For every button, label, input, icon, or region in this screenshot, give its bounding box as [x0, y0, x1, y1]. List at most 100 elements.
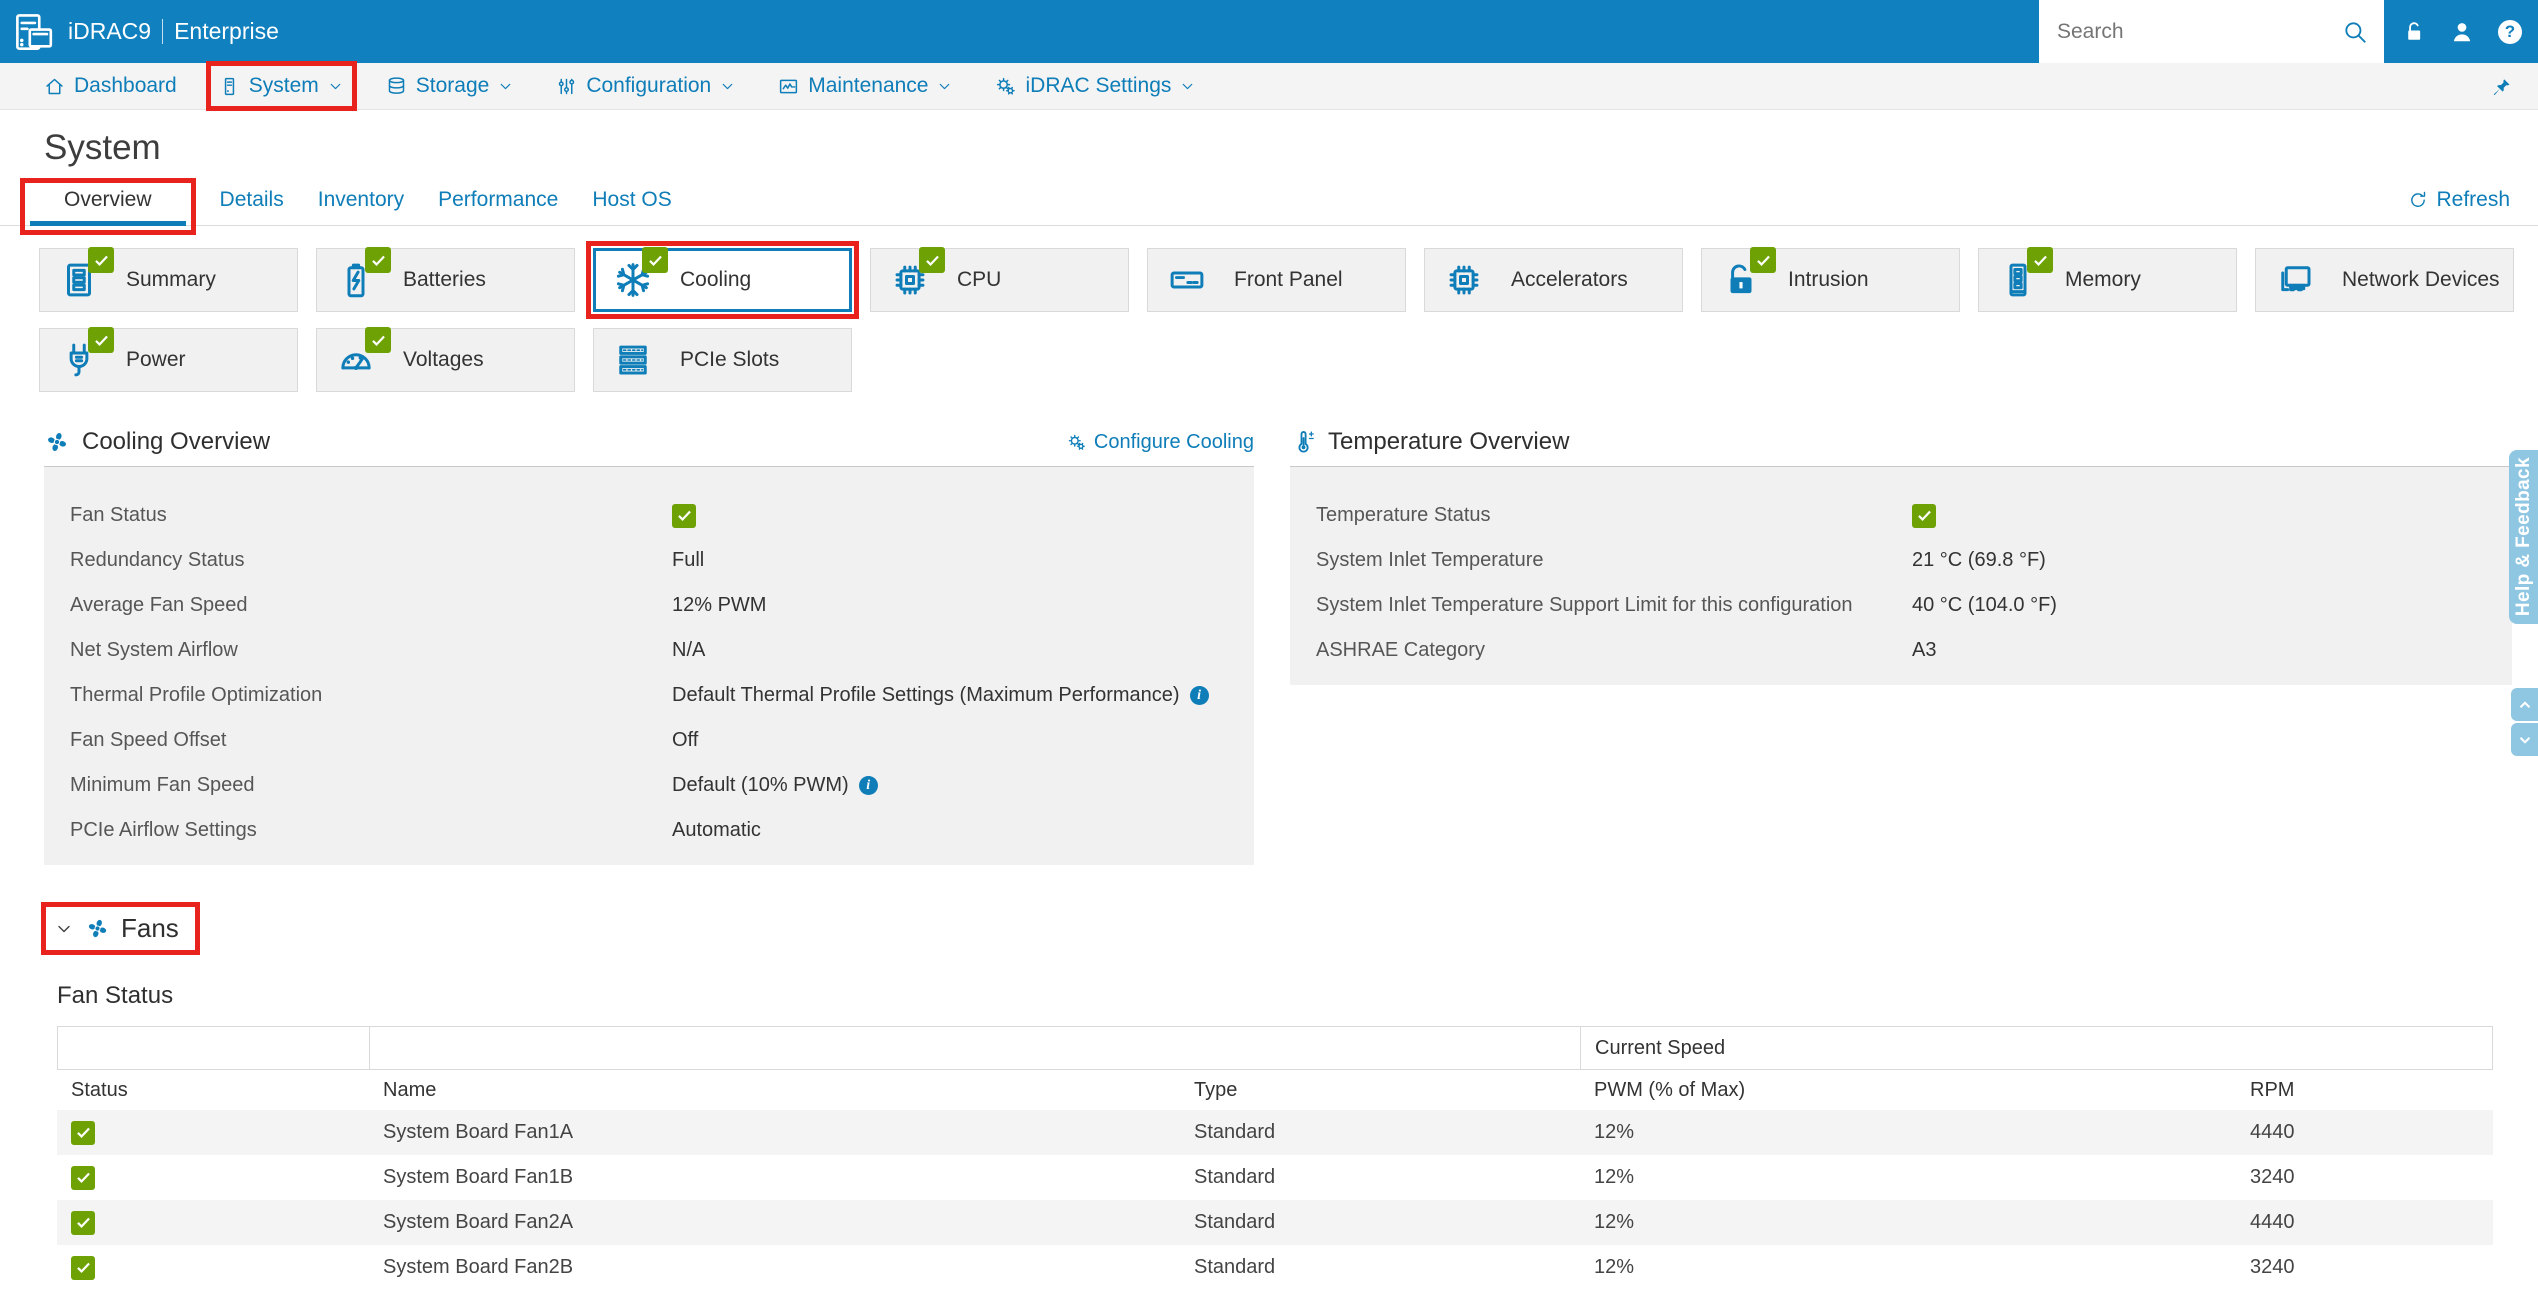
fans-section-header[interactable]: Fans [41, 902, 200, 955]
nav-label: Maintenance [808, 74, 929, 97]
tile-icon-wrap [335, 327, 391, 383]
home-icon [44, 76, 65, 97]
temperature-overview-title: Temperature Overview [1328, 428, 1570, 455]
main-nav: Dashboard System Storage Configuration M… [0, 61, 2538, 111]
unlock-icon[interactable] [2400, 19, 2426, 45]
fan-pwm-cell: 12% [1594, 1121, 1635, 1143]
fan-status-cell [57, 1165, 369, 1190]
tile-label: Front Panel [1234, 268, 1343, 291]
column-header-status: Status [71, 1078, 128, 1101]
tab-inventory[interactable]: Inventory [317, 188, 405, 211]
attribute-label: Redundancy Status [70, 549, 245, 571]
chevron-down-icon [719, 78, 736, 95]
fan-pwm-cell: 12% [1594, 1166, 1635, 1188]
power-icon [58, 337, 100, 383]
fan-rpm-cell: 3240 [2250, 1166, 2295, 1188]
tile-summary[interactable]: Summary [39, 247, 298, 312]
tile-memory[interactable]: Memory [1978, 247, 2237, 312]
scroll-up-button[interactable] [2511, 688, 2538, 721]
fan-table-row: System Board Fan1A Standard 12% 4440 [57, 1110, 2493, 1155]
tile-front-panel[interactable]: Front Panel [1147, 248, 1406, 312]
fan-name-cell: System Board Fan1B [383, 1166, 574, 1188]
tile-label: Network Devices [2342, 268, 2500, 291]
tile-batteries[interactable]: Batteries [316, 247, 575, 312]
product-edition: Enterprise [174, 18, 279, 44]
table-group-header-row: Current Speed [57, 1026, 2493, 1070]
search-box[interactable] [2039, 0, 2384, 63]
refresh-link[interactable]: Refresh [2408, 188, 2510, 225]
column-header-rpm: RPM [2250, 1078, 2295, 1101]
fans-section-title: Fans [121, 913, 179, 943]
info-icon[interactable]: i [1189, 686, 1209, 705]
group-header-cell-empty [369, 1027, 1580, 1069]
status-ok-badge [2027, 247, 2053, 273]
tab-performance[interactable]: Performance [438, 188, 559, 211]
attribute-value: Off [672, 729, 698, 752]
search-input[interactable] [2055, 18, 2342, 45]
nav-item-idrac-settings[interactable]: iDRAC Settings [995, 74, 1196, 98]
tile-icon-wrap [58, 247, 114, 303]
fan-type-cell: Standard [1194, 1166, 1276, 1188]
attribute-value: A3 [1912, 639, 1936, 662]
tile-voltages[interactable]: Voltages [316, 327, 575, 392]
nav-item-system[interactable]: System [205, 61, 357, 111]
tile-pcie-slots[interactable]: PCIe Slots [593, 328, 852, 392]
tab-details[interactable]: Details [219, 188, 284, 211]
tab-overview[interactable]: Overview [20, 178, 196, 235]
attribute-label: Temperature Status [1316, 504, 1491, 526]
tile-accelerators[interactable]: Accelerators [1424, 248, 1683, 312]
idrac-logo-icon [13, 11, 55, 53]
tile-network-devices[interactable]: Network Devices [2255, 248, 2514, 312]
cooling-overview-body: Fan Status Redundancy Status Full Averag… [44, 467, 1254, 865]
tab-host-os[interactable]: Host OS [592, 188, 672, 211]
brand-divider [162, 19, 164, 44]
help-feedback-label: Help & Feedback [2512, 457, 2534, 617]
tile-intrusion[interactable]: Intrusion [1701, 247, 1960, 312]
tile-label: PCIe Slots [680, 348, 780, 371]
tile-icon-wrap [612, 247, 668, 303]
fan-pwm-cell: 12% [1594, 1256, 1635, 1278]
nav-item-configuration[interactable]: Configuration [556, 74, 736, 98]
search-icon[interactable] [2342, 19, 2368, 45]
tile-label: Power [126, 348, 186, 371]
user-icon[interactable] [2449, 19, 2475, 45]
snowflake-icon [612, 257, 654, 303]
tile-icon-wrap [2274, 257, 2316, 303]
tile-cpu[interactable]: CPU [870, 247, 1129, 312]
attribute-value: Full [672, 549, 704, 572]
value-text: Full [672, 549, 705, 571]
info-icon[interactable]: i [858, 776, 878, 795]
status-ok-badge [88, 327, 114, 353]
attribute-row: System Inlet Temperature Support Limit f… [1316, 583, 2512, 628]
attribute-label: Fan Status [70, 504, 167, 526]
masthead-actions: ? [2384, 19, 2538, 45]
help-feedback-tab[interactable]: Help & Feedback [2509, 450, 2538, 624]
pin-icon[interactable] [2490, 75, 2512, 97]
value-text: 40 °C (104.0 °F) [1912, 594, 2057, 616]
tile-label: Cooling [680, 268, 752, 291]
gears-icon [995, 76, 1016, 97]
chevron-down-icon [1179, 78, 1196, 95]
tile-icon-wrap [335, 247, 391, 303]
nav-item-storage[interactable]: Storage [386, 74, 515, 98]
nav-item-dashboard[interactable]: Dashboard [44, 74, 177, 98]
attribute-value: 21 °C (69.8 °F) [1912, 549, 2046, 572]
group-header-current-speed: Current Speed [1580, 1027, 2493, 1069]
fan-rpm-cell: 4440 [2250, 1211, 2295, 1233]
attribute-row: ASHRAE Category A3 [1316, 628, 2512, 673]
nav-item-maintenance[interactable]: Maintenance [778, 74, 953, 98]
value-text: Default Thermal Profile Settings (Maximu… [672, 684, 1180, 706]
scroll-down-button[interactable] [2511, 723, 2538, 756]
chevron-down-icon[interactable] [54, 919, 74, 939]
configure-cooling-link[interactable]: Configure Cooling [1067, 431, 1254, 454]
chevron-down-icon [497, 78, 514, 95]
help-icon[interactable]: ? [2498, 19, 2522, 44]
column-header-name: Name [383, 1078, 437, 1101]
attribute-value [672, 503, 706, 528]
tile-power[interactable]: Power [39, 327, 298, 392]
fan-type-cell: Standard [1194, 1211, 1276, 1233]
configure-cooling-label: Configure Cooling [1093, 430, 1254, 453]
tile-cooling[interactable]: Cooling [586, 241, 859, 319]
status-ok-badge [672, 503, 696, 528]
status-ok-badge [642, 247, 668, 273]
